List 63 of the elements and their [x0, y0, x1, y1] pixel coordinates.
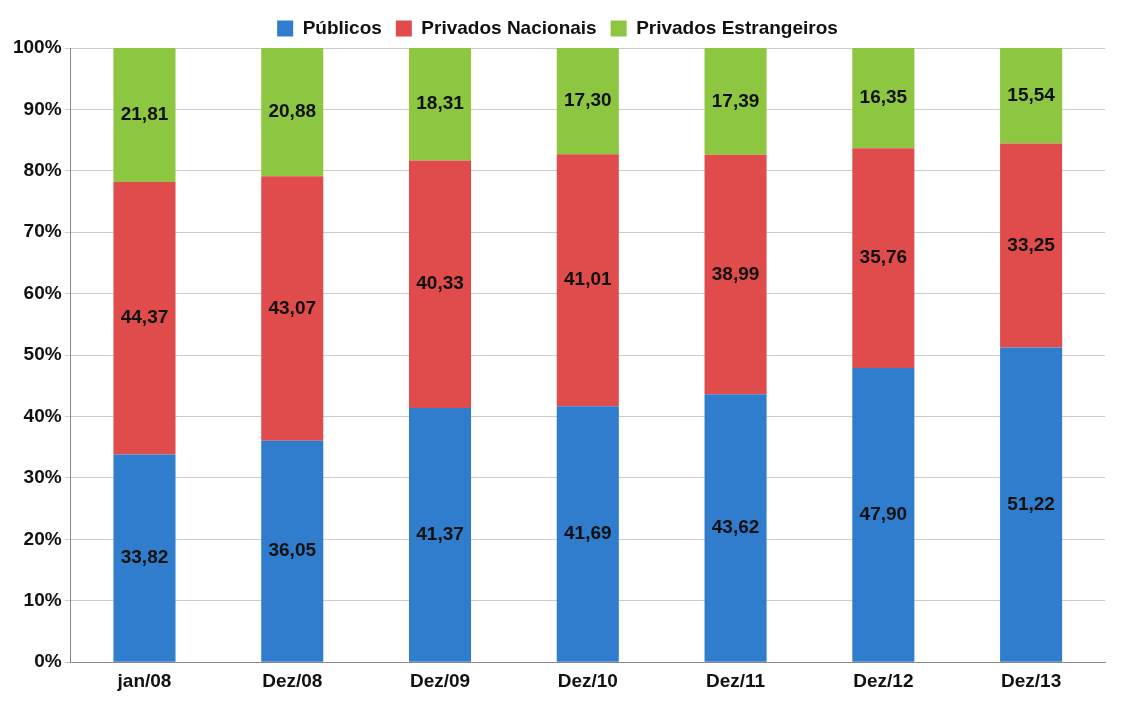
data-label: 44,37 — [120, 306, 169, 328]
bar — [852, 368, 915, 662]
y-tick-label: 60% — [23, 281, 62, 303]
data-label: 21,81 — [120, 103, 169, 125]
x-tick-label: Dez/12 — [853, 669, 914, 691]
x-tick-label: jan/08 — [116, 669, 172, 691]
y-tick-label: 0% — [34, 650, 62, 672]
y-tick-label: 40% — [23, 404, 62, 426]
bar — [261, 48, 324, 177]
data-label: 33,82 — [120, 546, 169, 568]
data-label: 41,37 — [416, 523, 464, 545]
data-label: 41,69 — [564, 522, 612, 544]
bar — [556, 154, 619, 407]
bar — [1000, 143, 1063, 348]
bar — [1000, 347, 1063, 662]
data-label: 47,90 — [859, 503, 908, 525]
bar — [852, 48, 915, 149]
y-tick-label: 10% — [23, 589, 62, 611]
data-label: 17,30 — [564, 89, 612, 111]
x-tick-label: Dez/10 — [557, 669, 618, 691]
y-tick-label: 30% — [23, 466, 62, 488]
data-label: 41,01 — [564, 268, 612, 290]
data-label: 16,35 — [859, 86, 908, 108]
bar — [704, 154, 767, 395]
bar — [113, 48, 176, 182]
data-label: 43,07 — [268, 296, 317, 318]
data-label: 33,25 — [1007, 233, 1056, 255]
data-label: 20,88 — [268, 100, 317, 122]
bar — [852, 148, 915, 368]
y-tick-label: 20% — [23, 527, 62, 549]
x-tick-label: Dez/09 — [409, 669, 471, 691]
data-label: 18,31 — [416, 92, 465, 114]
bar — [113, 181, 176, 455]
y-tick-label: 100% — [12, 36, 62, 58]
y-tick-label: 70% — [23, 220, 62, 242]
bar — [261, 176, 324, 441]
bar — [261, 440, 324, 662]
data-label: 36,05 — [268, 539, 317, 561]
bar — [408, 160, 472, 409]
bar — [704, 48, 767, 155]
y-tick-label: 50% — [23, 343, 62, 365]
legend-label: Públicos — [302, 16, 382, 38]
bar — [704, 394, 767, 662]
data-label: 43,62 — [711, 516, 760, 538]
x-tick-label: Dez/13 — [1001, 669, 1062, 691]
bar — [556, 406, 619, 662]
data-label: 17,39 — [711, 89, 760, 111]
legend-label: Privados Nacionais — [421, 16, 597, 38]
data-label: 51,22 — [1007, 492, 1055, 514]
bar — [113, 454, 176, 662]
x-tick-label: Dez/11 — [705, 669, 766, 691]
bar — [1000, 48, 1063, 144]
data-label: 40,33 — [416, 272, 464, 294]
data-label: 38,99 — [711, 262, 760, 284]
bar — [556, 48, 619, 155]
legend-label: Privados Estrangeiros — [636, 16, 838, 38]
x-tick-label: Dez/08 — [262, 669, 323, 691]
y-tick-label: 80% — [23, 159, 62, 181]
data-label: 15,54 — [1007, 83, 1056, 105]
bar — [408, 48, 472, 161]
bar — [408, 408, 472, 662]
y-tick-label: 90% — [23, 97, 62, 119]
data-label: 35,76 — [859, 246, 908, 268]
